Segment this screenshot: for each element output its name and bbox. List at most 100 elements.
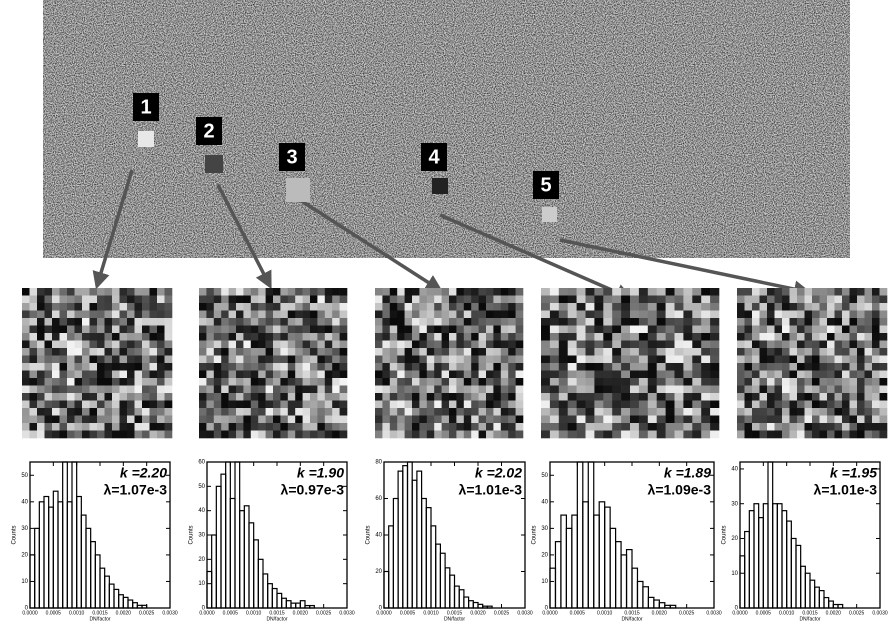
patch-pixel <box>90 356 98 364</box>
patch-pixel <box>568 363 577 371</box>
patch-pixel <box>648 408 657 416</box>
patch-pixel <box>692 318 701 326</box>
patch-pixel <box>243 311 251 319</box>
patch-pixel <box>382 401 390 409</box>
patch-pixel <box>427 311 435 319</box>
patch-pixel <box>456 303 464 311</box>
patch-pixel <box>310 431 318 439</box>
patch-pixel <box>820 348 828 356</box>
patch-pixel <box>648 318 657 326</box>
patch-pixel <box>621 341 630 349</box>
patch-pixel <box>805 401 813 409</box>
patch-pixel <box>612 288 621 296</box>
patch-pixel <box>442 326 450 334</box>
patch-pixel <box>280 326 288 334</box>
patch-pixel <box>790 348 798 356</box>
patch-pixel <box>280 356 288 364</box>
patch-pixel <box>375 371 383 379</box>
patch-pixel <box>805 408 813 416</box>
patch-pixel <box>486 423 494 431</box>
patch-pixel <box>30 356 38 364</box>
patch-pixel <box>486 393 494 401</box>
patch-pixel <box>775 326 783 334</box>
patch-pixel <box>214 371 222 379</box>
patch-pixel <box>648 431 657 439</box>
patch-pixel <box>258 341 266 349</box>
patch-pixel <box>586 348 595 356</box>
patch-pixel <box>577 348 586 356</box>
patch-pixel <box>30 393 38 401</box>
patch-pixel <box>434 341 442 349</box>
patch-pixel <box>229 363 237 371</box>
patch-pixel <box>872 326 880 334</box>
patch-pixel <box>243 371 251 379</box>
patch-pixel <box>251 363 259 371</box>
patch-pixel <box>710 408 719 416</box>
patch-pixel <box>97 311 105 319</box>
patch-pixel <box>577 288 586 296</box>
histogram-bar <box>235 462 240 608</box>
patch-pixel <box>683 401 692 409</box>
histogram-bar <box>263 574 268 608</box>
patch-pixel <box>375 408 383 416</box>
patch-pixel <box>501 356 509 364</box>
patch-pixel <box>692 333 701 341</box>
patch-pixel <box>310 371 318 379</box>
patch-pixel <box>382 288 390 296</box>
patch-pixel <box>760 363 768 371</box>
patch-pixel <box>516 401 524 409</box>
patch-pixel <box>165 371 173 379</box>
patch-pixel <box>464 318 472 326</box>
patch-pixel <box>75 288 83 296</box>
patch-pixel <box>60 288 68 296</box>
patch-pixel <box>872 393 880 401</box>
patch-pixel <box>767 431 775 439</box>
patch-pixel <box>412 371 420 379</box>
patch-pixel <box>434 318 442 326</box>
patch-pixel <box>340 393 348 401</box>
patch-pixel <box>127 408 135 416</box>
patch-pixel <box>157 386 165 394</box>
patch-pixel <box>52 431 60 439</box>
patch-pixel <box>675 401 684 409</box>
patch-pixel <box>229 416 237 424</box>
patch-pixel <box>648 423 657 431</box>
patch-pixel <box>648 341 657 349</box>
patch-pixel <box>612 423 621 431</box>
patch-pixel <box>419 356 427 364</box>
patch-pixel <box>157 423 165 431</box>
patch-pixel <box>745 431 753 439</box>
patch-pixel <box>135 363 143 371</box>
patch-pixel <box>568 311 577 319</box>
patch-pixel <box>577 303 586 311</box>
patch-pixel <box>150 326 158 334</box>
patch-pixel <box>493 423 501 431</box>
patch-pixel <box>258 378 266 386</box>
patch-pixel <box>850 288 858 296</box>
patch-pixel <box>842 408 850 416</box>
patch-pixel <box>251 318 259 326</box>
patch-pixel <box>258 356 266 364</box>
patch-pixel <box>60 378 68 386</box>
patch-pixel <box>427 348 435 356</box>
patch-pixel <box>52 318 60 326</box>
patch-pixel <box>701 431 710 439</box>
patch-pixel <box>586 296 595 304</box>
patch-pixel <box>419 296 427 304</box>
patch-pixel <box>449 393 457 401</box>
patch-pixel <box>479 371 487 379</box>
patch-pixel <box>612 326 621 334</box>
patch-pixel <box>90 431 98 439</box>
patch-pixel <box>760 311 768 319</box>
patch-pixel <box>805 303 813 311</box>
patch-pixel <box>375 423 383 431</box>
x-tick-label: 0.0030 <box>872 610 888 616</box>
patch-pixel <box>258 311 266 319</box>
patch-pixel <box>165 318 173 326</box>
patch-pixel <box>666 378 675 386</box>
patch-pixel <box>501 348 509 356</box>
patch-pixel <box>397 416 405 424</box>
patch-pixel <box>60 416 68 424</box>
patch-pixel <box>797 296 805 304</box>
patch-pixel <box>550 348 559 356</box>
